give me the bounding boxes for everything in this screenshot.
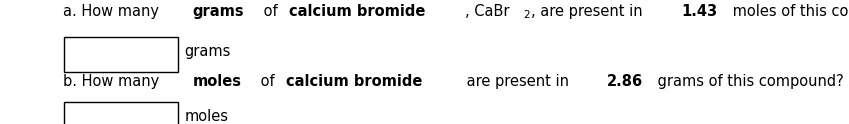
Text: , CaBr: , CaBr	[465, 4, 510, 19]
Text: moles: moles	[184, 109, 228, 124]
Text: calcium bromide: calcium bromide	[286, 74, 423, 89]
Text: 2: 2	[523, 11, 530, 20]
FancyBboxPatch shape	[64, 102, 178, 124]
Text: 1.43: 1.43	[682, 4, 717, 19]
Text: are present in: are present in	[463, 74, 574, 89]
Text: moles: moles	[194, 74, 242, 89]
Text: grams: grams	[184, 44, 231, 59]
Text: a. How many: a. How many	[63, 4, 164, 19]
Text: grams of this compound?: grams of this compound?	[653, 74, 844, 89]
Text: grams: grams	[193, 4, 245, 19]
Text: of: of	[260, 4, 283, 19]
FancyBboxPatch shape	[64, 37, 178, 72]
Text: b. How many: b. How many	[63, 74, 164, 89]
Text: calcium bromide: calcium bromide	[290, 4, 426, 19]
Text: of: of	[256, 74, 279, 89]
Text: 2.86: 2.86	[606, 74, 643, 89]
Text: , are present in: , are present in	[531, 4, 648, 19]
Text: moles of this compound?: moles of this compound?	[728, 4, 849, 19]
